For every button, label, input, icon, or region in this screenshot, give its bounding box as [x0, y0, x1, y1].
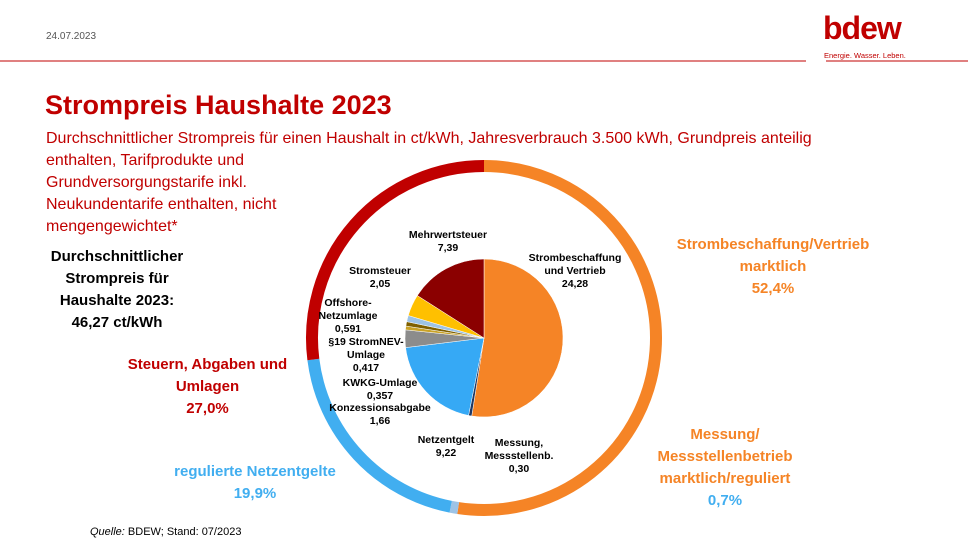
slice-name: Konzessionsabgabe — [329, 402, 431, 414]
slice-value: 9,22 — [435, 447, 457, 459]
ring-value: 0,7% — [707, 492, 743, 509]
summary-label: Durchschnittlicher Strompreis für Hausha… — [50, 248, 184, 309]
date: 24.07.2023 — [46, 31, 97, 42]
ring-label: Messung/ Messstellenbetrieb marktlich/re… — [640, 424, 810, 512]
slice-name: Strombeschaffung und Vertrieb — [528, 252, 622, 277]
subtitle: enthalten, Tarifprodukte und Grundversor… — [46, 152, 277, 235]
subtitle: Durchschnittlicher Strompreis für einen … — [46, 130, 812, 147]
slice-label: Mehrwertsteuer 7,39 — [390, 229, 506, 255]
ring-label: regulierte Netzentgelte 19,9% — [150, 461, 360, 505]
ring-label: Steuern, Abgaben und Umlagen 27,0% — [120, 354, 295, 420]
source-label: Quelle: — [90, 526, 125, 538]
slice-name: Mehrwertsteuer — [408, 229, 488, 241]
slice-name: Stromsteuer — [349, 265, 411, 277]
tagline: Energie. Wasser. Leben. — [824, 51, 906, 60]
summary: Durchschnittlicher Strompreis für Hausha… — [37, 246, 197, 334]
slice-value: 0,417 — [352, 362, 380, 374]
pie-slice — [471, 258, 564, 418]
source-text: BDEW; Stand: 07/2023 — [127, 526, 242, 538]
slice-name: Messung, Messstellenb. — [484, 437, 554, 462]
slice-label: §19 StromNEV-Umlage 0,417 — [320, 336, 412, 375]
slice-label: Offshore-Netzumlage 0,591 — [300, 297, 396, 336]
ring-label: Strombeschaffung/Vertrieb marktlich 52,4% — [663, 234, 883, 300]
slice-name: Offshore-Netzumlage — [318, 297, 378, 322]
ring-value: 19,9% — [233, 485, 277, 502]
slice-label: Stromsteuer 2,05 — [340, 265, 420, 291]
slice-label: Konzessionsabgabe 1,66 — [326, 402, 434, 428]
slice-value: 2,05 — [369, 278, 391, 290]
ring-name: regulierte Netzentgelte — [174, 463, 336, 480]
slice-label: KWKG-Umlage 0,357 — [330, 377, 430, 403]
slice-value: 0,591 — [334, 323, 362, 335]
slice-value: 0,30 — [508, 463, 530, 475]
slice-value: 1,66 — [369, 415, 391, 427]
ring-name: Messung/ Messstellenbetrieb marktlich/re… — [657, 426, 793, 487]
ring-segment — [449, 500, 460, 514]
ring-name: Steuern, Abgaben und Umlagen — [127, 356, 288, 395]
slice-value: 0,357 — [366, 390, 394, 402]
slice-name: Netzentgelt — [417, 434, 475, 446]
slice-name: KWKG-Umlage — [342, 377, 418, 389]
slice-label: Messung, Messstellenb. 0,30 — [478, 437, 560, 476]
slice-value: 24,28 — [561, 278, 589, 290]
ring-segment — [457, 160, 662, 516]
ring-name: Strombeschaffung/Vertrieb marktlich — [676, 236, 870, 275]
ring-segment — [307, 358, 452, 513]
ring-segment — [306, 160, 485, 361]
pie-slice — [417, 258, 485, 339]
logo: bdew — [823, 10, 902, 46]
ring-value: 52,4% — [751, 280, 795, 297]
source: Quelle: BDEW; Stand: 07/2023 — [90, 526, 241, 538]
slice-label: Netzentgelt 9,22 — [410, 434, 482, 460]
title: Strompreis Haushalte 2023 — [45, 90, 392, 120]
slice-label: Strombeschaffung und Vertrieb 24,28 — [523, 252, 627, 291]
pie-slice — [405, 337, 485, 416]
slice-name: §19 StromNEV-Umlage — [328, 336, 404, 361]
slice-value: 7,39 — [437, 242, 459, 254]
ring-value: 27,0% — [186, 400, 229, 417]
summary-value: 46,27 ct/kWh — [71, 314, 163, 331]
